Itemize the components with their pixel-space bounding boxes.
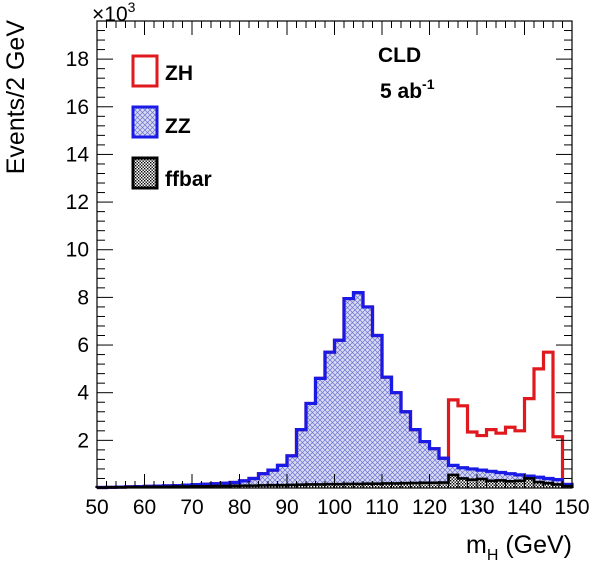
legend: ZH ZZ ffbar: [131, 54, 212, 191]
x-axis-label: mH (GeV): [466, 531, 572, 564]
ffbar-histogram-fill: [97, 474, 572, 488]
x-tick-label: 140: [507, 496, 542, 519]
y-tick-label: 14: [66, 143, 90, 166]
y-tick-label: 6: [77, 334, 89, 357]
y-tick-label: 4: [77, 382, 89, 405]
x-tick-label: 80: [228, 496, 251, 519]
legend-swatch-ffbar: [131, 156, 159, 190]
x-tick-label: 120: [412, 496, 447, 519]
y-tick-label: 2: [77, 429, 89, 452]
x-tick-label: 90: [275, 496, 298, 519]
legend-swatch-zz: [131, 105, 159, 139]
series-layers: [95, 291, 574, 490]
y-axis-label: Events/2 GeV: [2, 20, 30, 175]
y-axis-scale-factor: ×103: [92, 0, 136, 26]
y-tick-label: 16: [66, 96, 89, 119]
x-tick-label: 150: [554, 496, 589, 519]
y-tick-label: 18: [66, 48, 89, 71]
y-axis-ticks: 2 4 6 8 10 12 14 16 18: [66, 20, 572, 479]
experiment-label: CLD: [378, 44, 421, 67]
x-tick-label: 110: [365, 496, 398, 519]
zz-histogram-fill: [97, 292, 572, 488]
luminosity-label: 5 ab-1: [380, 76, 435, 103]
x-axis-ticks: 50 60 70 80 90 100 110 120 130 140 150: [85, 21, 590, 519]
x-tick-label: 50: [85, 496, 108, 519]
legend-label-ffbar: ffbar: [165, 168, 212, 191]
legend-label-zh: ZH: [165, 62, 193, 85]
legend-label-zz: ZZ: [165, 115, 191, 138]
x-tick-label: 100: [317, 496, 352, 519]
y-tick-label: 8: [77, 286, 89, 309]
x-tick-label: 60: [133, 496, 156, 519]
x-tick-label: 70: [180, 496, 203, 519]
y-tick-label: 10: [66, 239, 89, 262]
legend-swatch-zh: [131, 54, 159, 88]
y-tick-label: 12: [66, 191, 89, 214]
x-tick-label: 130: [459, 496, 494, 519]
